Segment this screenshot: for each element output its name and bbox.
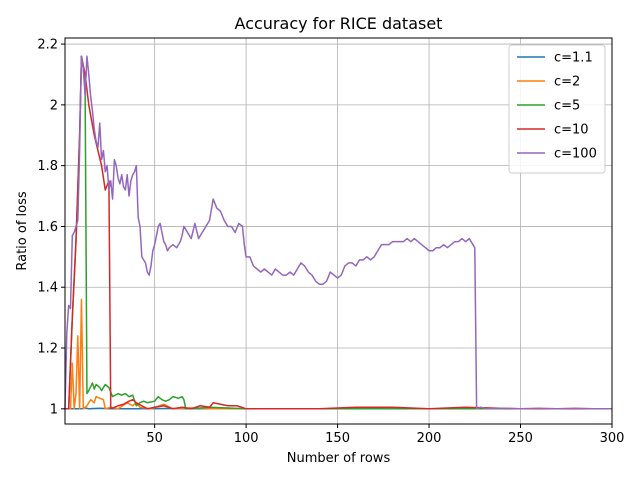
y-axis-label: Ratio of loss [15,191,30,271]
legend-label-4: c=10 [554,123,589,138]
y-tick-label: 1 [50,402,58,417]
x-tick-label: 300 [600,431,625,446]
y-tick-label: 1.6 [37,220,58,235]
x-tick-label: 50 [146,431,163,446]
x-tick-label: 200 [417,431,442,446]
chart-title: Accuracy for RICE dataset [235,14,443,33]
x-tick-label: 100 [234,431,259,446]
series-line-2 [65,298,612,410]
legend-label-5: c=100 [554,147,597,162]
y-tick-label: 1.2 [37,342,58,357]
x-axis-label: Number of rows [287,451,391,466]
legend-label-3: c=5 [554,99,580,114]
series-line-4 [65,55,612,410]
series-group [64,55,612,410]
y-tick-label: 2.2 [37,38,58,53]
legend-label-1: c=1.1 [554,51,593,66]
series-line-5 [64,55,612,410]
plot-frame [64,37,613,425]
axis-ticks: 50 100 150 200 250 300 1 1.2 1.4 1.6 1.8 2 2.2 [37,38,624,446]
y-tick-label: 1.4 [37,281,58,296]
legend-box [508,44,606,174]
x-tick-label: 150 [325,431,350,446]
y-tick-label: 1.8 [37,159,58,174]
y-tick-label: 2 [50,98,58,113]
legend: c=1.1 c=2 c=5 c=10 c=100 [508,44,606,174]
legend-label-2: c=2 [554,75,580,90]
x-tick-label: 250 [508,431,533,446]
